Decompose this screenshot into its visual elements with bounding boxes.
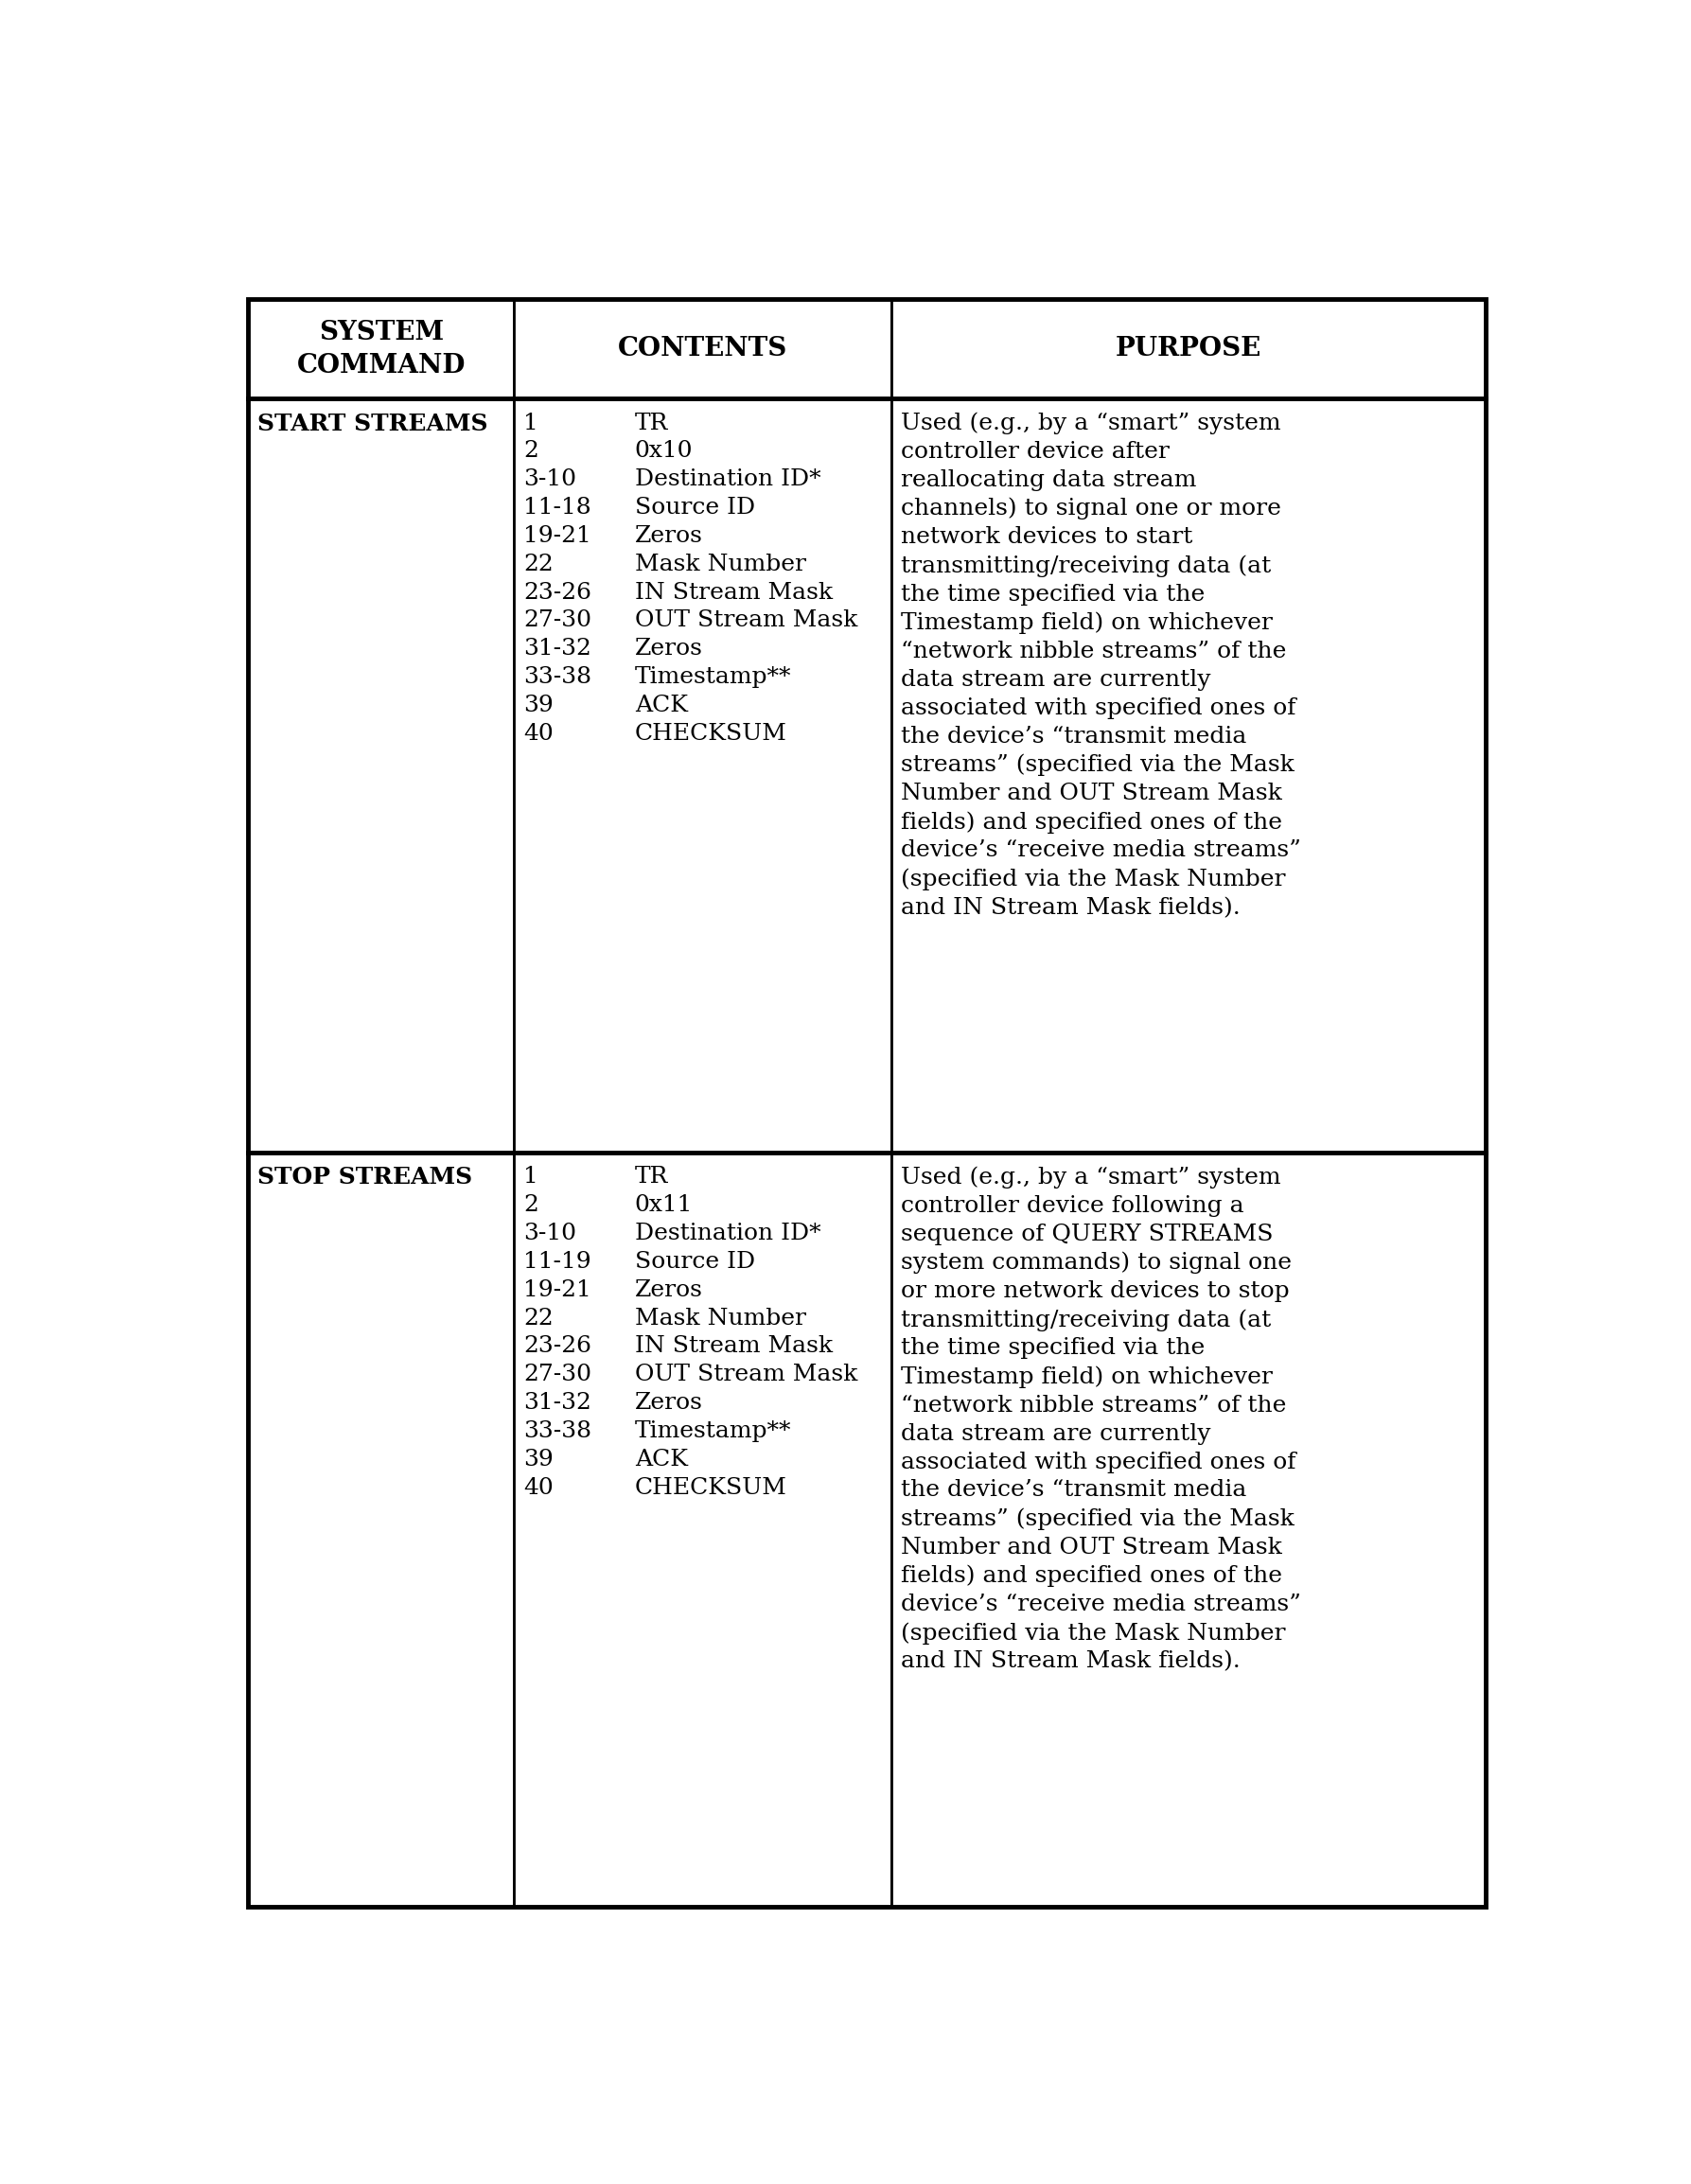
Bar	[249, 299, 514, 400]
Bar	[514, 1153, 891, 1907]
Bar	[891, 299, 1485, 400]
Bar	[891, 1153, 1485, 1907]
Text: TR
0x10
Destination ID*
Source ID
Zeros
Mask Number
IN Stream Mask
OUT Stream Ma: TR 0x10 Destination ID* Source ID Zeros …	[634, 413, 857, 745]
Text: START STREAMS: START STREAMS	[257, 413, 487, 435]
Text: PURPOSE: PURPOSE	[1116, 336, 1261, 363]
Bar	[514, 400, 891, 1153]
Text: Used (e.g., by a “smart” system
controller device after
reallocating data stream: Used (e.g., by a “smart” system controll…	[901, 413, 1300, 919]
Text: TR
0x11
Destination ID*
Source ID
Zeros
Mask Number
IN Stream Mask
OUT Stream Ma: TR 0x11 Destination ID* Source ID Zeros …	[634, 1166, 857, 1498]
Bar	[514, 299, 891, 400]
Text: 1
2
3-10
11-18
19-21
22
23-26
27-30
31-32
33-38
39
40: 1 2 3-10 11-18 19-21 22 23-26 27-30 31-3…	[523, 413, 592, 745]
Text: 1
2
3-10
11-19
19-21
22
23-26
27-30
31-32
33-38
39
40: 1 2 3-10 11-19 19-21 22 23-26 27-30 31-3…	[523, 1166, 592, 1498]
Text: CONTENTS: CONTENTS	[617, 336, 788, 363]
Text: STOP STREAMS: STOP STREAMS	[257, 1166, 472, 1188]
Text: Used (e.g., by a “smart” system
controller device following a
sequence of QUERY : Used (e.g., by a “smart” system controll…	[901, 1166, 1300, 1673]
Bar	[891, 400, 1485, 1153]
Bar	[249, 400, 514, 1153]
Bar	[249, 1153, 514, 1907]
Text: SYSTEM
COMMAND: SYSTEM COMMAND	[296, 319, 465, 378]
